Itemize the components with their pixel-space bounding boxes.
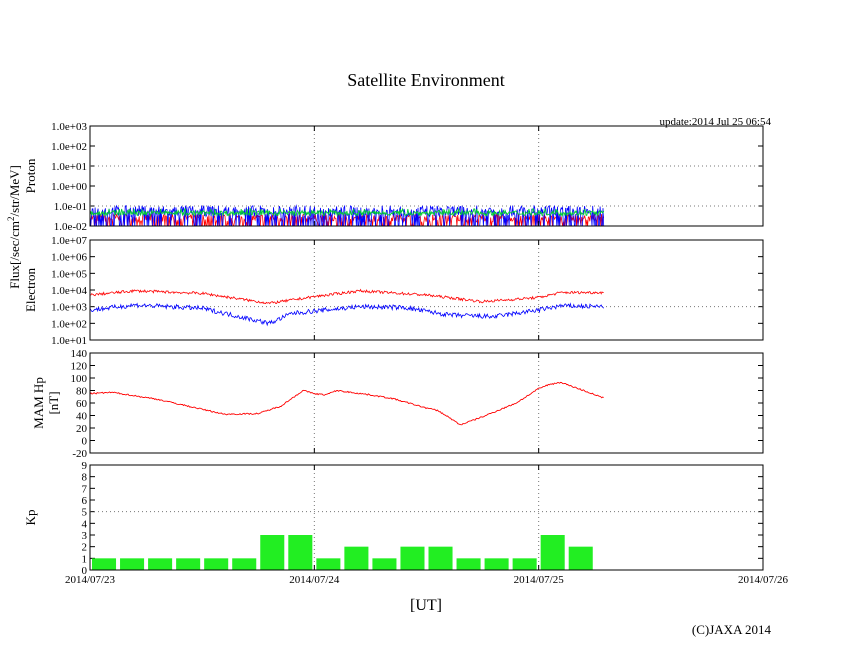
kp-bar <box>428 546 453 570</box>
x-tick-label: 2014/07/26 <box>738 574 789 586</box>
y-tick-label: 9 <box>82 460 88 472</box>
x-axis: 2014/07/23 2014/07/24 2014/07/25 2014/07/26 <box>65 126 789 586</box>
kp-bar <box>176 558 201 570</box>
y-tick-label: -20 <box>72 448 87 460</box>
kp-bar <box>540 535 565 570</box>
y-tick-label: 2 <box>82 542 88 554</box>
kp-bar <box>288 535 313 570</box>
kp-bar <box>316 558 341 570</box>
electron-series-red <box>90 288 604 305</box>
kp-bar <box>456 558 481 570</box>
y-tick-label: 6 <box>82 495 88 507</box>
x-tick-label: 2014/07/25 <box>514 574 565 586</box>
y-tick-label: 100 <box>71 373 88 385</box>
y-tick-label: 1.0e+04 <box>51 285 87 297</box>
y-tick-label: 1.0e+02 <box>51 318 87 330</box>
y-tick-label: 1.0e+03 <box>51 302 87 314</box>
y-tick-label: 1.0e+03 <box>51 121 87 133</box>
kp-bar <box>204 558 229 570</box>
kp-bar <box>372 558 397 570</box>
flux-axis-label: Flux[/sec/cm2/str/MeV] <box>6 165 22 289</box>
panel-frame <box>89 464 764 571</box>
y-tick-label: 1 <box>82 553 88 565</box>
x-axis-label: [UT] <box>410 597 442 614</box>
kp-bar <box>344 546 369 570</box>
kp-bar <box>232 558 257 570</box>
y-tick-label: 3 <box>82 530 88 542</box>
proton-series-green <box>89 207 605 218</box>
y-tick-label: 80 <box>76 386 88 398</box>
kp-bar <box>568 546 593 570</box>
y-tick-label: 1.0e+06 <box>51 252 87 264</box>
y-tick-label: 1.0e+02 <box>51 141 87 153</box>
y-tick-label: 1.0e+01 <box>51 335 87 347</box>
panel-frame <box>89 352 764 454</box>
y-tick-label: 1.0e+07 <box>51 235 87 247</box>
y-tick-label: 5 <box>82 507 88 519</box>
panel-frame <box>89 239 764 341</box>
kp-bar <box>148 558 173 570</box>
panel-electron: 1.0e+01 1.0e+02 1.0e+03 1.0e+04 1.0e+05 1.0e+… <box>23 235 764 347</box>
y-tick-label: 1.0e-01 <box>54 201 87 213</box>
panel-frame <box>89 125 764 227</box>
kp-bar <box>512 558 537 570</box>
panel-ylabel: Proton <box>23 158 38 193</box>
kp-bar <box>92 558 117 570</box>
y-tick-label: 7 <box>82 483 88 495</box>
panel-ylabel-unit: [nT] <box>46 391 61 414</box>
kp-bar <box>400 546 425 570</box>
electron-series-blue <box>89 302 605 327</box>
x-tick-label: 2014/07/23 <box>65 574 116 586</box>
panel-ylabel: Kp <box>23 510 38 526</box>
panel-ylabel: MAM Hp <box>31 377 46 429</box>
y-tick-label: 1.0e-02 <box>54 221 87 233</box>
x-tick-label: 2014/07/24 <box>289 574 340 586</box>
kp-bar <box>120 558 145 570</box>
kp-bar <box>484 558 509 570</box>
panels: 1.0e-021.0e-011.0e+001.0e+011.0e+021.0e+… <box>23 121 764 577</box>
copyright: (C)JAXA 2014 <box>692 622 772 637</box>
chart-title: Satellite Environment <box>347 70 504 90</box>
mam-hp-series <box>89 381 604 426</box>
y-tick-label: 0 <box>82 565 88 577</box>
y-tick-label: 1.0e+05 <box>51 268 87 280</box>
panel-proton: 1.0e-02 1.0e-01 1.0e+00 1.0e+01 1.0e+02 1.0e+… <box>23 121 764 233</box>
y-tick-label: 1.0e+01 <box>51 161 87 173</box>
y-tick-label: 0 <box>82 436 88 448</box>
kp-bar <box>260 535 285 570</box>
y-tick-label: 4 <box>82 518 88 530</box>
y-tick-label: 1.0e+00 <box>51 181 87 193</box>
y-tick-label: 20 <box>76 423 88 435</box>
update-timestamp: update:2014 Jul 25 06:54 <box>659 116 771 128</box>
y-tick-label: 120 <box>71 361 88 373</box>
panel-ylabel: Electron <box>23 267 38 312</box>
y-tick-label: 140 <box>71 348 88 360</box>
y-tick-label: 8 <box>82 472 88 484</box>
y-tick-label: 40 <box>76 411 88 423</box>
y-tick-label: 60 <box>76 398 88 410</box>
